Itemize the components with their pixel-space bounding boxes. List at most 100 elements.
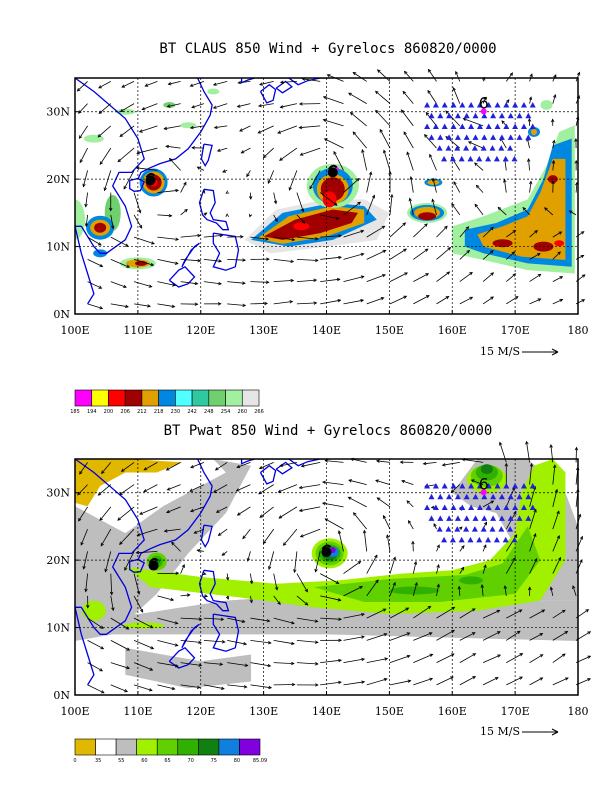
wind-arrow <box>296 278 318 283</box>
wind-arrow <box>366 194 376 216</box>
wind-arrow <box>529 633 544 641</box>
gyre-triangle <box>529 504 536 511</box>
gyre-triangle <box>503 504 510 511</box>
shade-cell <box>81 600 106 621</box>
wind-arrow <box>343 229 365 238</box>
wind-arrow <box>242 528 251 540</box>
gyre-triangles <box>424 101 536 162</box>
wind-arrow <box>482 250 494 260</box>
y-tick-label: 30N <box>46 487 70 500</box>
gyre-triangle <box>485 536 492 543</box>
wind-arrow <box>78 506 88 522</box>
wind-arrow <box>436 629 455 641</box>
gyre-triangle <box>454 526 461 532</box>
wind-arrow <box>250 640 272 645</box>
gyre-label: 6 <box>479 93 489 112</box>
wind-arrow <box>279 462 297 468</box>
gyre-triangle <box>463 526 470 532</box>
gyre-triangle <box>507 526 514 532</box>
colorbar-label: 194 <box>87 409 97 415</box>
wind-arrow <box>133 640 155 650</box>
wind-arrow <box>103 170 112 192</box>
wind-arrow <box>273 573 279 591</box>
gyre-triangle <box>441 155 448 162</box>
x-tick-label: 170E <box>501 324 530 337</box>
wind-arrow <box>366 249 387 260</box>
gyre-triangle <box>459 504 466 511</box>
panel-pwat: BT Pwat 850 Wind + Gyrelocs 860820/0000 … <box>46 423 592 764</box>
wind-arrow <box>109 573 114 596</box>
colorbar-label: 75 <box>211 758 217 764</box>
panel-claus: BT CLAUS 850 Wind + Gyrelocs 860820/0000… <box>46 41 588 415</box>
gyre-triangle <box>489 526 496 532</box>
x-tick-labels: 100E 110E 120E 130E 140E 150E 160E 170E 180 <box>60 691 589 718</box>
wind-arrow <box>298 506 321 512</box>
gyre-triangle <box>428 112 435 119</box>
wind-arrow <box>343 201 361 216</box>
wind-arrow <box>436 583 440 596</box>
wind-arrow <box>389 679 412 686</box>
gyre-triangle <box>437 112 444 119</box>
wind-arrow <box>403 131 414 149</box>
wind-arrow <box>320 617 343 621</box>
wind-arrow <box>401 479 414 485</box>
wind-arrow <box>432 177 437 193</box>
wind-arrow <box>320 214 340 220</box>
wind-arrow <box>552 609 566 619</box>
wind-arrow <box>293 551 298 574</box>
wind-arrow <box>552 94 557 104</box>
wind-arrow <box>436 653 455 663</box>
wind-arrow <box>104 551 112 573</box>
gyre-triangle <box>503 123 510 130</box>
wind-arrow <box>246 170 251 178</box>
colorbar-swatch <box>141 389 159 407</box>
wind-arrow <box>180 640 202 644</box>
coastline <box>257 459 331 467</box>
wind-arrow <box>227 662 249 667</box>
colorbar-swatch <box>208 389 226 407</box>
gyre-triangle <box>503 101 510 108</box>
wind-arrow <box>134 303 151 308</box>
wind-arrow <box>250 280 270 284</box>
wind-arrow <box>163 125 181 131</box>
shade-cell <box>530 128 537 135</box>
wind-arrow <box>575 535 583 552</box>
wind-arrow <box>459 271 473 282</box>
wind-arrow <box>288 170 298 191</box>
y-tick-labels: 0N 10N 20N 30N <box>46 487 79 702</box>
gyre-triangle <box>485 155 492 162</box>
wind-arrow <box>474 203 484 216</box>
wind-arrow <box>324 518 344 530</box>
gyre-triangle <box>516 493 523 500</box>
wind-arrow <box>191 146 204 150</box>
wind-arrow <box>482 544 487 552</box>
gyre-marker: 6 <box>479 93 489 115</box>
gyre-triangle <box>520 482 527 489</box>
gyre-marker <box>148 557 159 571</box>
coastline <box>259 464 277 485</box>
wind-arrow <box>424 134 437 149</box>
gyre-triangle <box>437 493 444 500</box>
wind-arrow <box>320 255 342 260</box>
wind-arrow <box>296 683 319 687</box>
shade-cell <box>94 222 107 233</box>
gyre-triangle <box>498 145 505 151</box>
wind-arrow <box>227 303 247 307</box>
wind-arrow <box>457 585 461 596</box>
wind-arrow <box>552 139 556 149</box>
wind-arrow <box>213 484 228 493</box>
x-tick-label: 140E <box>312 705 341 718</box>
wind-arrow <box>119 125 135 138</box>
gyre-triangle <box>520 123 527 130</box>
wind-arrow <box>110 640 131 651</box>
colorbar-label: 65 <box>164 758 170 764</box>
gyre-triangle <box>432 123 439 130</box>
gyre-triangle <box>424 123 431 130</box>
gyre-triangle <box>503 482 510 489</box>
reference-vector-label: 15 M/S <box>480 725 520 738</box>
wind-arrow <box>157 281 176 287</box>
gyre-triangle <box>459 482 466 489</box>
wind-arrow <box>343 586 363 597</box>
wind-arrow <box>506 273 517 282</box>
wind-arrow <box>225 190 230 194</box>
